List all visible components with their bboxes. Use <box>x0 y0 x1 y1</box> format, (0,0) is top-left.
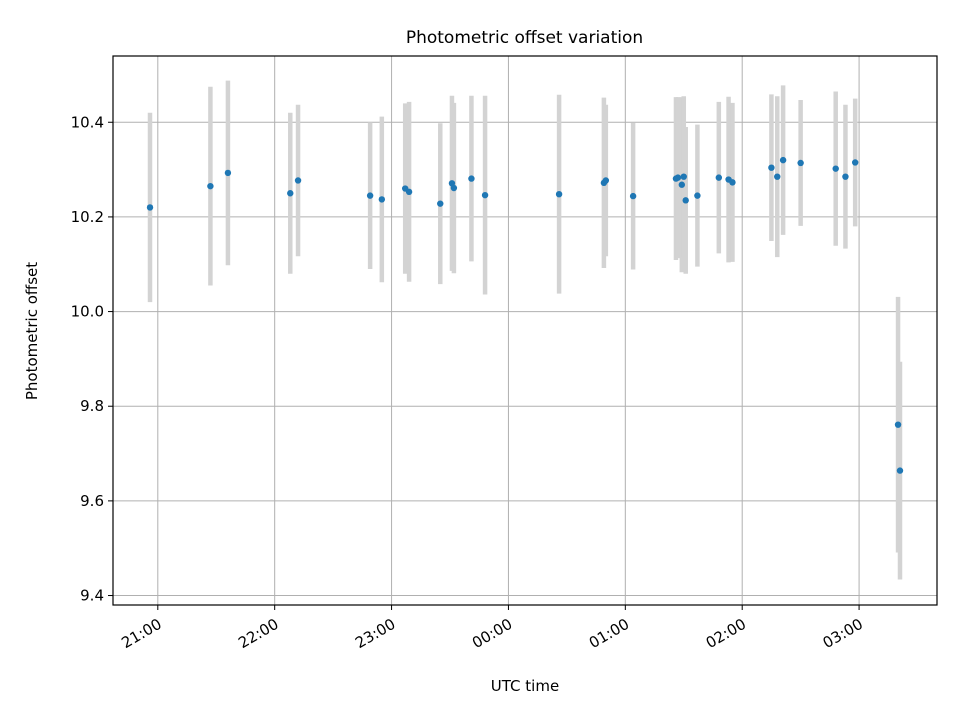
data-point <box>682 197 689 204</box>
y-tick-label: 10.0 <box>71 303 104 321</box>
data-point <box>779 156 787 164</box>
y-tick-label: 9.8 <box>80 397 104 415</box>
data-point <box>366 192 374 199</box>
data-point <box>896 467 904 474</box>
y-tick-label: 10.2 <box>71 208 104 226</box>
data-point <box>146 204 154 211</box>
data-point <box>729 179 736 186</box>
y-tick-label: 9.4 <box>80 587 104 605</box>
data-point <box>842 173 849 180</box>
data-point <box>774 173 781 180</box>
data-point <box>894 421 902 428</box>
data-point <box>715 174 723 181</box>
y-axis-label: Photometric offset <box>23 262 41 400</box>
data-point <box>797 159 804 167</box>
y-tick-label: 9.6 <box>80 492 104 510</box>
y-tick-label: 10.4 <box>71 113 104 131</box>
data-point <box>555 190 563 198</box>
data-point <box>378 196 386 203</box>
data-point <box>405 188 413 196</box>
data-point <box>832 165 839 172</box>
chart-title: Photometric offset variation <box>406 28 643 48</box>
data-point <box>481 191 489 199</box>
data-point <box>468 175 475 182</box>
data-point <box>207 182 214 190</box>
data-point <box>694 192 701 199</box>
data-points <box>146 156 904 474</box>
data-point <box>768 164 775 171</box>
x-axis-label: UTC time <box>491 677 559 695</box>
data-point <box>450 184 458 192</box>
data-point <box>437 200 444 207</box>
data-point <box>287 190 294 197</box>
data-point <box>294 177 302 184</box>
data-point <box>678 181 686 188</box>
y-axis-ticks: 9.4 9.6 9.8 10.0 10.2 10.4 <box>71 113 113 605</box>
data-point <box>851 159 859 166</box>
data-point <box>629 192 637 200</box>
plot-frame <box>112 55 938 606</box>
data-point <box>680 173 687 180</box>
data-point <box>602 177 610 184</box>
data-point <box>674 174 682 181</box>
data-point <box>224 169 232 177</box>
